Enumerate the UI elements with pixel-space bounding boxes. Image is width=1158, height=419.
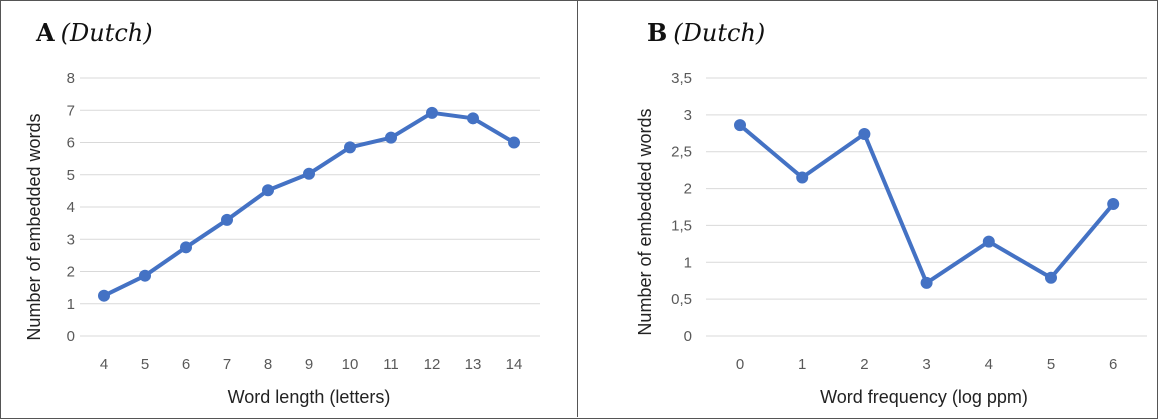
data-point [508, 136, 520, 149]
series-line [738, 123, 1116, 285]
x-tick-label: 1 [798, 356, 806, 373]
x-tick-label: 4 [985, 356, 993, 373]
y-tick-label: 3 [684, 107, 692, 124]
y-tick-label: 1 [684, 254, 692, 271]
data-point [385, 131, 397, 144]
x-tick-label: 6 [182, 356, 190, 373]
y-tick-label: 5 [67, 167, 75, 184]
y-tick-label: 2 [684, 181, 692, 198]
x-tick-label: 6 [1109, 356, 1117, 373]
y-tick-label: 7 [67, 102, 75, 119]
data-point [982, 235, 995, 248]
x-tick-label: 7 [223, 356, 231, 373]
data-point [98, 289, 110, 302]
x-tick-label: 0 [736, 356, 744, 373]
x-tick-label: 11 [383, 356, 399, 373]
panel-divider [577, 0, 578, 417]
data-point [426, 106, 438, 119]
y-tick-label: 2,5 [671, 144, 692, 161]
y-tick-label: 6 [67, 135, 75, 152]
panel-b-letter: B [647, 18, 668, 47]
y-tick-label: 1,5 [671, 217, 692, 234]
panel-a-title: A (Dutch) [36, 18, 153, 47]
y-axis-title: Number of embedded words [635, 108, 655, 335]
y-tick-label: 8 [67, 70, 75, 87]
x-tick-label: 4 [100, 356, 108, 373]
x-tick-label: 14 [506, 356, 523, 373]
data-point [344, 141, 356, 154]
y-tick-label: 4 [67, 199, 75, 216]
panel-b-title: B (Dutch) [647, 18, 765, 47]
x-tick-label: 5 [1047, 356, 1055, 373]
data-point [303, 167, 315, 180]
data-point [734, 119, 746, 132]
x-axis-title: Word frequency (log ppm) [820, 387, 1028, 407]
x-tick-label: 2 [860, 356, 868, 373]
x-tick-label: 12 [424, 356, 441, 373]
data-point [1045, 271, 1057, 284]
y-tick-label: 2 [67, 264, 75, 281]
y-tick-label: 1 [67, 296, 75, 313]
panel-b-language: (Dutch) [673, 19, 766, 47]
y-tick-label: 3 [67, 231, 75, 248]
x-tick-label: 9 [305, 356, 313, 373]
x-tick-label: 10 [342, 356, 359, 373]
x-tick-label: 8 [264, 356, 272, 373]
data-point [139, 269, 151, 282]
y-axis-title: Number of embedded words [24, 113, 44, 340]
x-axis-title: Word length (letters) [228, 387, 391, 407]
y-tick-label: 3,5 [671, 70, 692, 87]
panel-a-language: (Dutch) [60, 19, 153, 47]
data-point [858, 128, 871, 141]
data-point [796, 171, 809, 184]
data-point [221, 213, 233, 226]
y-tick-label: 0 [684, 328, 692, 345]
x-tick-label: 3 [922, 356, 930, 373]
panel-a-letter: A [36, 18, 55, 47]
x-tick-label: 13 [465, 356, 482, 373]
data-point [262, 184, 274, 197]
x-tick-label: 5 [141, 356, 149, 373]
data-point [467, 112, 479, 125]
data-point [180, 241, 192, 254]
data-point [920, 276, 933, 289]
y-tick-label: 0 [67, 328, 75, 345]
y-tick-label: 0,5 [671, 291, 692, 308]
data-point [1107, 198, 1120, 211]
